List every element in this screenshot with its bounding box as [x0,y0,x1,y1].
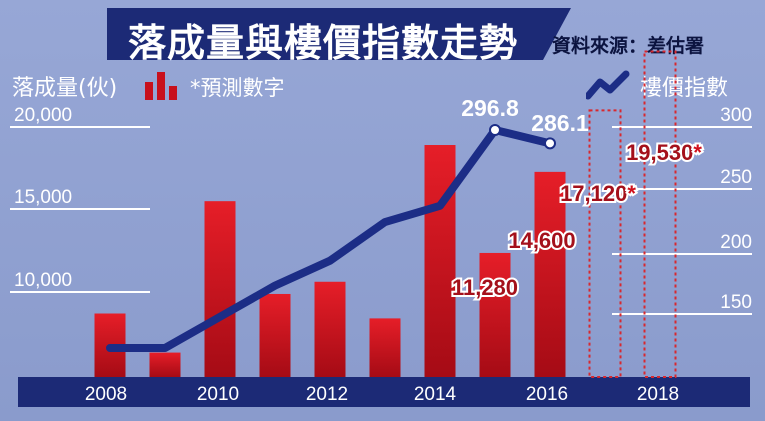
bar-data-label: 14,600 [508,228,575,253]
bar-data-label: 19,530* [626,140,702,165]
right-axis-title: 樓價指數 [640,76,729,101]
line-data-label: 286.1 [531,110,589,136]
bar-data-label: 17,120* [560,181,636,206]
x-tick-label: 2016 [526,384,568,405]
bar [534,171,566,377]
bar [314,281,346,377]
bar [259,293,291,377]
source-note: 資料來源：差估署 [552,35,705,57]
line-data-label: 296.8 [461,95,519,121]
line-legend-icon [586,70,630,100]
left-tick-label: 10,000 [14,270,72,291]
forecast-note: *預測數字 [190,76,285,100]
bar [369,318,401,377]
line-point [544,137,556,150]
forecast-bar [643,50,677,378]
x-tick-label: 2012 [306,384,348,405]
bar [204,201,236,377]
x-tick-label: 2008 [85,384,127,405]
x-tick-label: 2010 [197,384,239,405]
right-tick-label: 150 [720,292,752,313]
left-axis-title: 落成量(伙) [12,76,118,101]
forecast-bar [588,109,622,378]
left-tick-label: 20,000 [14,105,72,126]
title-banner [107,8,571,60]
left-tick-label: 15,000 [14,187,72,208]
bar [424,145,456,377]
x-tick-label: 2018 [637,384,679,405]
right-tick-label: 250 [720,167,752,188]
right-tick-label: 300 [720,105,752,126]
line-point [489,124,501,136]
x-axis-band [18,377,750,407]
chart-title: 落成量與樓價指數走勢 [128,21,519,65]
bar-legend-icon [145,72,181,100]
price-index-line [106,126,554,352]
bar [149,352,181,377]
bar [479,252,511,377]
right-tick-label: 200 [720,232,752,253]
x-tick-label: 2014 [414,384,457,405]
bar-data-label: 11,280 [452,275,518,300]
